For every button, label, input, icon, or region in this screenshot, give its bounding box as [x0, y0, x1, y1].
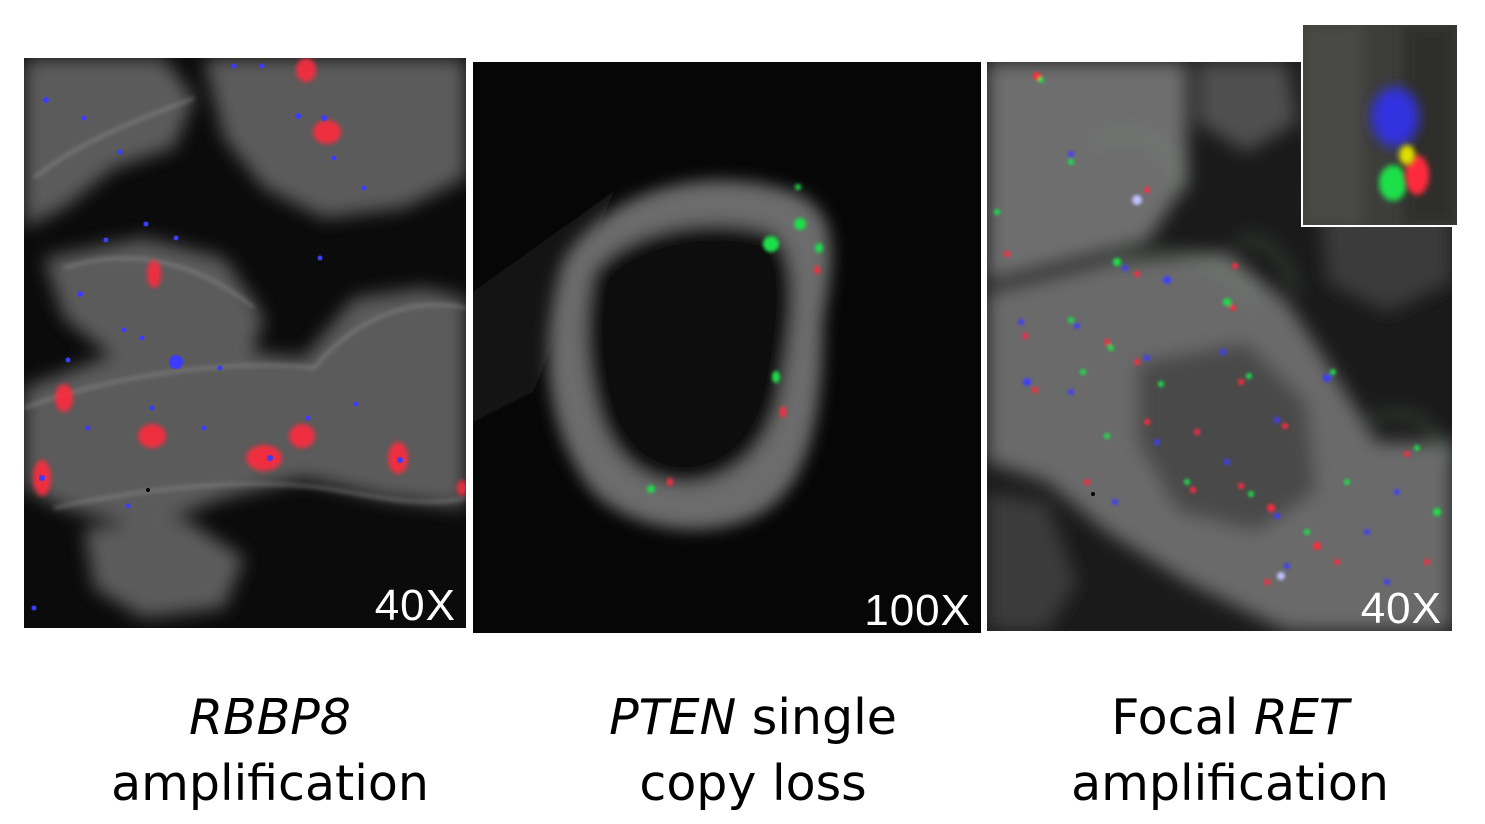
- magnification-label: 40X: [1360, 584, 1442, 631]
- magnification-label: 40X: [374, 581, 456, 628]
- gene-name: RET: [1253, 689, 1349, 746]
- micrograph-rbbp8-image: [24, 58, 466, 628]
- caption-ret: Focal RET amplification: [1020, 685, 1440, 817]
- gene-name: PTEN: [609, 689, 737, 746]
- caption-rbbp8: RBBP8 amplification: [60, 685, 480, 817]
- micrograph-rbbp8: 40X: [24, 58, 466, 628]
- caption-prefix: Focal: [1111, 689, 1254, 746]
- zoom-inset: [1301, 23, 1459, 227]
- gene-name: RBBP8: [188, 689, 351, 746]
- zoom-inset-image: [1303, 25, 1457, 225]
- caption-line-2: amplification: [111, 755, 429, 812]
- magnification-label: 100X: [864, 586, 971, 633]
- caption-line-2: copy loss: [639, 755, 867, 812]
- micrograph-pten: 100X: [473, 62, 981, 633]
- caption-text: single: [736, 689, 897, 746]
- caption-pten: PTEN single copy loss: [543, 685, 963, 817]
- micrograph-ret: 40X: [987, 62, 1452, 631]
- caption-line-2: amplification: [1071, 755, 1389, 812]
- micrograph-pten-image: [473, 62, 981, 633]
